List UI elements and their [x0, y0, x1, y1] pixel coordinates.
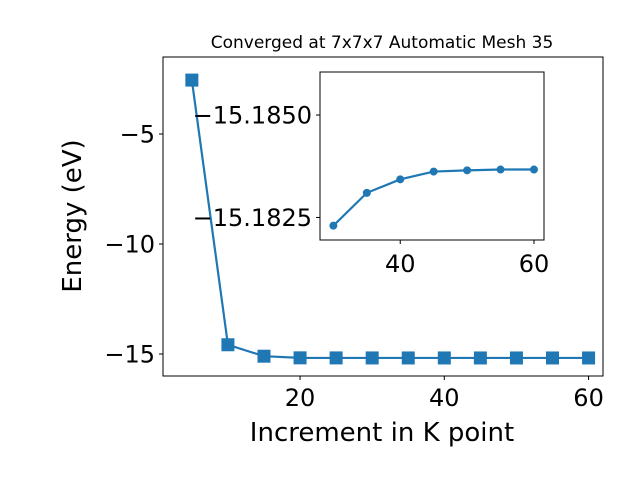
main-plot-area: 20 40 60 −15 −10 −5 — [104, 56, 604, 412]
inset-data-point — [396, 175, 405, 184]
inset-x-tick-label: 60 — [519, 250, 550, 278]
main-data-point — [546, 351, 560, 365]
main-frame — [162, 56, 604, 377]
main-data-point — [473, 351, 487, 365]
inset-x-tick-label: 40 — [385, 250, 416, 278]
main-data-point — [293, 351, 307, 365]
main-y-tick-label: −15 — [104, 341, 155, 369]
inset-data-point — [463, 166, 472, 175]
main-data-point — [185, 73, 199, 87]
main-data-point — [329, 351, 343, 365]
main-data-point — [221, 338, 235, 352]
inset-data-point — [429, 167, 438, 176]
main-y-tick-label: −5 — [120, 121, 155, 149]
inset-plot-area: 40 60 −15.1850 −15.1825 — [193, 71, 550, 278]
main-data-point — [257, 349, 271, 363]
main-data-point — [365, 351, 379, 365]
inset-data-point — [329, 221, 338, 230]
inset-data-point — [362, 188, 371, 197]
inset-y-tick-label: −15.1850 — [193, 102, 312, 130]
y-axis-label: Energy (eV) — [58, 139, 88, 292]
inset-data-point — [496, 165, 505, 174]
main-data-point — [437, 351, 451, 365]
main-data-point — [401, 351, 415, 365]
chart-title: Converged at 7x7x7 Automatic Mesh 35 — [211, 33, 554, 53]
main-x-tick-label: 40 — [429, 384, 460, 412]
main-data-point — [582, 351, 596, 365]
x-axis-label: Increment in K point — [250, 418, 514, 448]
main-data-point — [509, 351, 523, 365]
main-x-tick-label: 20 — [285, 384, 316, 412]
main-x-tick-label: 60 — [573, 384, 604, 412]
inset-frame — [319, 71, 545, 241]
main-y-tick-label: −10 — [104, 231, 155, 259]
inset-data-point — [529, 165, 538, 174]
inset-y-tick-label: −15.1825 — [193, 204, 312, 232]
